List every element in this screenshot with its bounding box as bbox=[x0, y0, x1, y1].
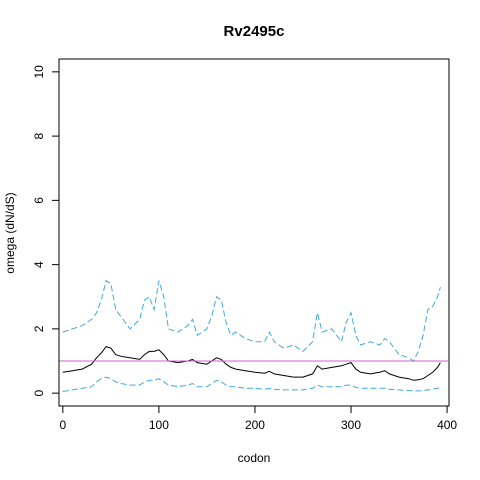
x-tick-label: 300 bbox=[341, 418, 361, 432]
y-axis: 0 2 4 6 8 10 bbox=[32, 65, 60, 396]
x-tick-label: 200 bbox=[245, 418, 265, 432]
y-tick-label: 10 bbox=[32, 65, 46, 79]
lower-bound-line bbox=[62, 376, 441, 392]
x-axis: 0 100 200 300 400 bbox=[59, 405, 457, 432]
y-tick-label: 8 bbox=[32, 132, 46, 139]
upper-bound-line bbox=[62, 279, 441, 362]
x-tick-label: 100 bbox=[149, 418, 169, 432]
y-tick-label: 2 bbox=[32, 325, 46, 332]
y-axis-label: omega (dN/dS) bbox=[3, 192, 17, 273]
plot-frame bbox=[58, 58, 450, 407]
omega-estimate-line bbox=[62, 346, 441, 381]
series-layer bbox=[62, 279, 441, 392]
chart-title: Rv2495c bbox=[224, 23, 285, 40]
x-axis-label: codon bbox=[238, 451, 271, 465]
y-tick-label: 4 bbox=[32, 261, 46, 268]
x-tick-label: 0 bbox=[59, 418, 66, 432]
x-tick-label: 400 bbox=[437, 418, 457, 432]
y-tick-label: 0 bbox=[32, 389, 46, 396]
y-tick-label: 6 bbox=[32, 197, 46, 204]
